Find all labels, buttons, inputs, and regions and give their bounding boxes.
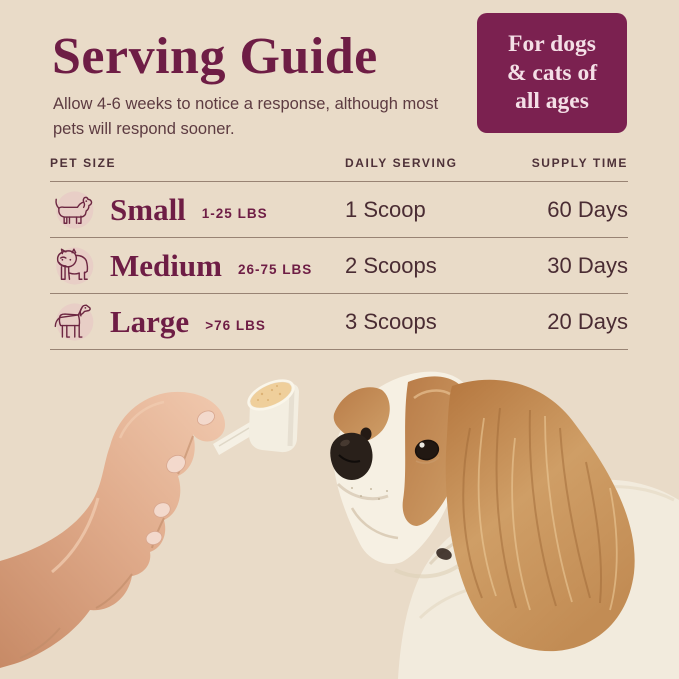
retriever-icon <box>54 302 94 341</box>
supply-time-value: 30 Days <box>547 252 628 278</box>
supply-time-value: 20 Days <box>547 308 628 334</box>
cavalier-king-charles-spaniel <box>330 371 679 679</box>
col-daily-serving: DAILY SERVING <box>345 156 458 170</box>
pet-weight-label: >76 LBS <box>205 318 266 333</box>
daily-serving-value: 2 Scoops <box>345 252 437 278</box>
audience-badge: For dogs & cats of all ages <box>477 13 627 133</box>
pet-weight-label: 1-25 LBS <box>201 206 268 221</box>
col-pet-size: PET SIZE <box>50 156 117 170</box>
daily-serving-value: 1 Scoop <box>345 196 426 222</box>
table-row-medium: Medium 26-75 LBS 2 Scoops 30 Days <box>50 237 628 293</box>
serving-table: PET SIZE DAILY SERVING SUPPLY TIME <box>50 156 628 350</box>
page-subtitle: Allow 4-6 weeks to notice a response, al… <box>53 95 439 138</box>
supplement-powder <box>250 382 292 408</box>
bulldog-icon <box>56 246 94 285</box>
pet-weight-label: 26-75 LBS <box>237 262 313 277</box>
dachshund-icon <box>55 190 94 229</box>
pet-size-label: Large <box>110 304 190 339</box>
badge-line: For dogs <box>508 31 596 58</box>
badge-line: all ages <box>515 88 589 115</box>
table-header: PET SIZE DAILY SERVING SUPPLY TIME <box>50 156 628 181</box>
supply-time-value: 60 Days <box>547 196 628 222</box>
hand-holding-scoop <box>0 391 226 668</box>
pet-size-label: Medium <box>110 248 222 283</box>
table-row-large: Large >76 LBS 3 Scoops 20 Days <box>50 293 628 350</box>
badge-line: & cats of <box>506 59 598 86</box>
col-supply-time: SUPPLY TIME <box>531 156 628 170</box>
daily-serving-value: 3 Scoops <box>345 308 437 334</box>
supplement-scoop <box>213 379 299 455</box>
table-row-small: Small 1-25 LBS 1 Scoop 60 Days <box>50 181 628 237</box>
page-title: Serving Guide <box>52 28 378 85</box>
pet-size-label: Small <box>110 192 186 227</box>
feeding-photo <box>0 371 679 679</box>
